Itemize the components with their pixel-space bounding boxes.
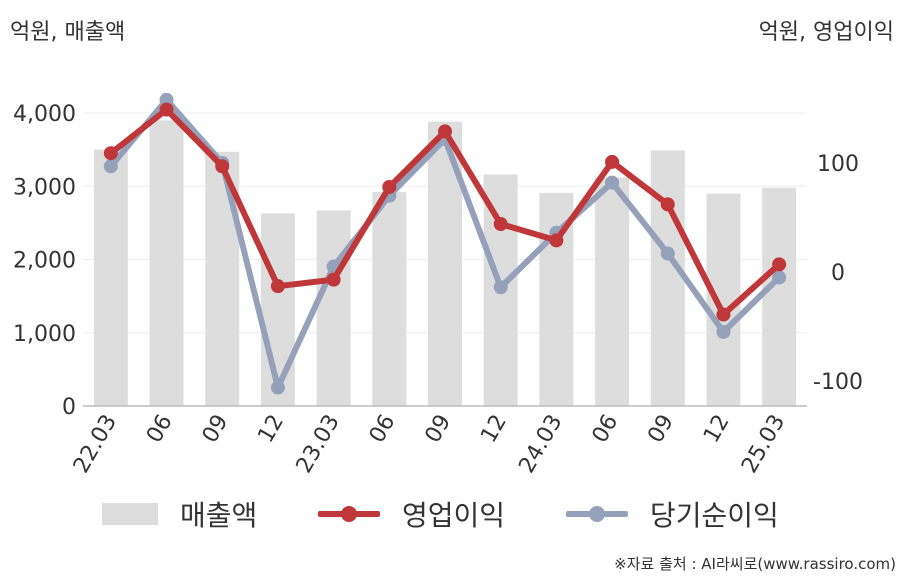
x-axis-tick-label: 12 bbox=[253, 411, 289, 448]
left-axis-tick-label: 1,000 bbox=[13, 322, 76, 347]
x-axis-tick-label: 23.03 bbox=[292, 411, 345, 478]
source-note: ※자료 출처 : AI라씨로(www.rassiro.com) bbox=[614, 555, 896, 573]
x-axis-tick-label: 06 bbox=[365, 411, 401, 448]
legend-bar-swatch bbox=[102, 503, 158, 525]
point-net-income bbox=[660, 246, 675, 261]
point-operating-profit bbox=[382, 179, 397, 194]
bar-revenue bbox=[762, 187, 797, 406]
bar-series-revenue bbox=[93, 120, 797, 406]
bar-revenue bbox=[372, 192, 407, 406]
point-net-income bbox=[103, 159, 118, 174]
bar-revenue bbox=[316, 210, 351, 406]
point-operating-profit bbox=[549, 233, 564, 248]
x-axis-tick-label: 12 bbox=[699, 411, 735, 448]
legend-line-swatch-net-income bbox=[566, 502, 628, 526]
right-axis-tick-label: -100 bbox=[813, 370, 863, 395]
bar-revenue bbox=[149, 120, 184, 406]
point-operating-profit bbox=[159, 102, 174, 117]
legend-label-revenue: 매출액 bbox=[180, 499, 258, 532]
point-operating-profit bbox=[215, 159, 230, 174]
point-operating-profit bbox=[103, 146, 118, 161]
right-axis-tick-label: 100 bbox=[817, 152, 859, 177]
legend-item-operating-profit: 영업이익 bbox=[318, 496, 505, 532]
x-axis-ticks: 22.03 06 09 12 23.03 06 09 12 24.03 06 09 12 25.03 bbox=[69, 411, 790, 478]
left-axis-unit-label: 억원, 매출액 bbox=[10, 20, 126, 45]
point-operating-profit bbox=[270, 279, 285, 294]
point-net-income bbox=[270, 380, 285, 395]
x-axis-tick-label: 09 bbox=[198, 411, 234, 448]
right-axis-unit-label: 억원, 영업이익 bbox=[758, 20, 894, 45]
bar-revenue bbox=[93, 149, 128, 406]
legend-label-net-income: 당기순이익 bbox=[650, 499, 779, 532]
line-series bbox=[103, 92, 787, 395]
legend-line-swatch-operating-profit bbox=[318, 502, 380, 526]
point-net-income bbox=[772, 270, 787, 285]
point-operating-profit bbox=[326, 272, 341, 287]
x-axis-tick-label: 06 bbox=[588, 411, 624, 448]
bar-revenue bbox=[706, 193, 741, 406]
right-axis-tick-label: 0 bbox=[831, 261, 845, 286]
bar-revenue bbox=[260, 213, 295, 406]
point-operating-profit bbox=[493, 217, 508, 232]
left-axis-tick-label: 3,000 bbox=[13, 175, 76, 200]
point-operating-profit bbox=[716, 307, 731, 322]
left-axis-ticks: 0 1,000 2,000 3,000 4,000 bbox=[13, 102, 76, 420]
point-operating-profit bbox=[660, 197, 675, 212]
point-net-income bbox=[716, 324, 731, 339]
x-axis-tick-label: 09 bbox=[643, 411, 679, 448]
point-net-income bbox=[159, 92, 174, 107]
right-axis-ticks: -100 0 100 bbox=[813, 152, 863, 395]
x-axis-tick-label: 24.03 bbox=[514, 411, 567, 478]
point-operating-profit bbox=[438, 124, 452, 139]
legend-item-net-income: 당기순이익 bbox=[566, 496, 779, 532]
x-axis-tick-label: 25.03 bbox=[737, 411, 790, 478]
left-axis-tick-label: 0 bbox=[62, 395, 76, 420]
x-axis-tick-label: 06 bbox=[142, 411, 178, 448]
x-axis-tick-label: 12 bbox=[476, 411, 512, 448]
left-axis-tick-label: 2,000 bbox=[13, 249, 76, 274]
point-net-income bbox=[605, 175, 620, 190]
bar-revenue bbox=[650, 150, 685, 406]
point-net-income bbox=[493, 280, 508, 295]
legend-item-revenue: 매출액 bbox=[102, 496, 257, 532]
bar-revenue bbox=[595, 177, 630, 406]
point-operating-profit bbox=[772, 257, 787, 272]
x-axis-tick-label: 09 bbox=[421, 411, 457, 448]
legend-label-operating-profit: 영업이익 bbox=[402, 499, 506, 532]
point-operating-profit bbox=[605, 154, 620, 169]
x-axis-tick-label: 22.03 bbox=[69, 411, 122, 478]
left-axis-tick-label: 4,000 bbox=[13, 102, 76, 127]
